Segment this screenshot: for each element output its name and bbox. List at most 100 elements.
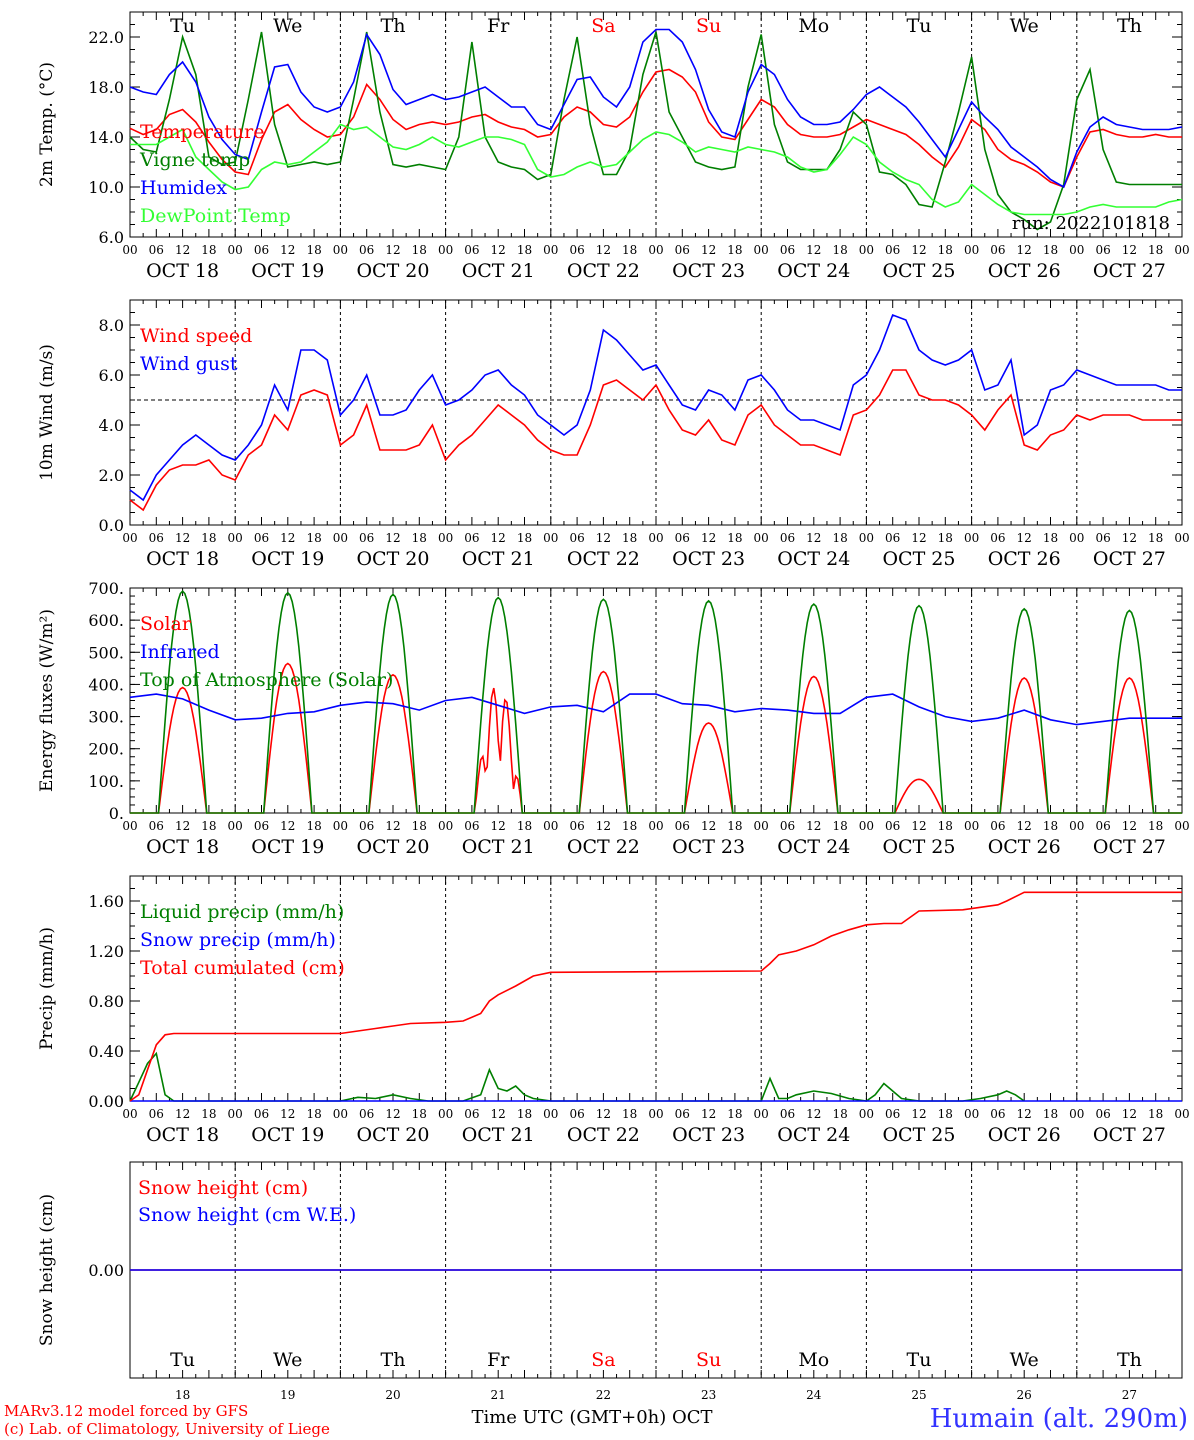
weekday-label: Th [1117,15,1142,37]
weekday-label: Sa [591,15,615,37]
legend-entry: Liquid precip (mm/h) [140,901,344,923]
x-hour-label: 12 [1122,1107,1137,1121]
y-tick-label: 1.60 [88,892,124,911]
x-hour-label: 12 [491,531,506,545]
legend-entry: Total cumulated (cm) [140,957,345,979]
y-tick-label: 14.0 [88,128,124,147]
x-hour-label: 18 [517,819,532,833]
x-hour-label: 12 [385,531,400,545]
x-hour-label: 00 [228,531,243,545]
y-tick-label: 200. [88,740,124,759]
x-hour-label: 00 [122,819,137,833]
x-hour-label: 06 [675,1107,690,1121]
y-tick-label: 700. [88,579,124,598]
x-hour-label: 06 [149,531,164,545]
legend-entry: Humidex [140,177,227,199]
legend-entry: Vigne temp [139,149,250,171]
x-hour-label: 18 [1148,1107,1163,1121]
x-hour-label: 06 [885,819,900,833]
x-date-label: OCT 20 [356,260,429,282]
x-hour-label: 18 [201,1107,216,1121]
x-hour-label: 06 [569,243,584,257]
x-hour-label: 18 [727,243,742,257]
x-hour-label: 12 [175,1107,190,1121]
x-hour-label: 12 [701,243,716,257]
x-date-label: OCT 27 [1093,836,1166,858]
x-hour-label: 12 [175,531,190,545]
legend-entry: Wind speed [140,325,252,347]
y-tick-label: 300. [88,708,124,727]
x-hour-label: 06 [885,1107,900,1121]
x-date-label: OCT 19 [251,548,324,570]
x-hour-label: 12 [175,819,190,833]
x-hour-label: 06 [149,1107,164,1121]
x-day-number: 21 [491,1388,506,1402]
x-hour-label: 06 [675,531,690,545]
y-tick-label: 100. [88,772,124,791]
x-hour-label: 18 [1148,531,1163,545]
x-date-label: OCT 23 [672,260,745,282]
x-hour-label: 12 [1017,1107,1032,1121]
series-line [130,123,1183,216]
weekday-label: Fr [487,1349,510,1371]
x-hour-label: 00 [1174,819,1189,833]
x-hour-label: 06 [464,243,479,257]
x-day-number: 20 [385,1388,400,1402]
series-line [129,31,1182,231]
x-hour-label: 00 [754,1107,769,1121]
x-hour-label: 12 [385,243,400,257]
x-hour-label: 06 [254,531,269,545]
x-hour-label: 00 [754,819,769,833]
x-hour-label: 00 [543,531,558,545]
x-hour-label: 18 [727,531,742,545]
x-date-label: OCT 20 [356,836,429,858]
x-date-label: OCT 25 [882,1124,955,1146]
x-hour-label: 12 [701,531,716,545]
x-hour-label: 06 [359,531,374,545]
x-hour-label: 12 [280,531,295,545]
x-date-label: OCT 25 [882,260,955,282]
x-hour-label: 00 [228,1107,243,1121]
x-day-number: 26 [1017,1388,1032,1402]
x-date-label: OCT 27 [1093,548,1166,570]
y-tick-label: 600. [88,611,124,630]
x-hour-label: 18 [517,531,532,545]
y-tick-label: 0.00 [88,1092,124,1111]
x-hour-label: 06 [1095,531,1110,545]
x-hour-label: 00 [228,243,243,257]
x-hour-label: 00 [1069,1107,1084,1121]
x-date-label: OCT 22 [567,260,640,282]
y-tick-label: 1.20 [88,942,124,961]
x-hour-label: 00 [1174,531,1189,545]
legend-entry: Top of Atmosphere (Solar) [140,669,393,691]
x-hour-label: 18 [201,531,216,545]
x-hour-label: 06 [359,819,374,833]
x-date-label: OCT 18 [146,1124,219,1146]
x-hour-label: 00 [859,819,874,833]
x-date-label: OCT 20 [356,1124,429,1146]
x-date-label: OCT 18 [146,260,219,282]
legend-entry: Solar [140,613,192,635]
x-hour-label: 18 [306,819,321,833]
x-hour-label: 12 [385,1107,400,1121]
x-hour-label: 00 [122,1107,137,1121]
x-hour-label: 00 [648,1107,663,1121]
series-line [129,891,1182,1102]
x-hour-label: 12 [596,531,611,545]
x-hour-label: 00 [438,243,453,257]
x-hour-label: 06 [464,531,479,545]
x-hour-label: 18 [832,819,847,833]
x-date-label: OCT 22 [567,1124,640,1146]
x-hour-label: 00 [964,819,979,833]
x-hour-label: 00 [1174,243,1189,257]
x-hour-label: 18 [622,819,637,833]
x-hour-label: 18 [1148,243,1163,257]
x-day-number: 25 [911,1388,926,1402]
x-hour-label: 06 [149,819,164,833]
x-hour-label: 18 [622,531,637,545]
x-hour-label: 12 [175,243,190,257]
x-hour-label: 12 [280,243,295,257]
x-hour-label: 12 [911,531,926,545]
x-date-label: OCT 22 [567,548,640,570]
